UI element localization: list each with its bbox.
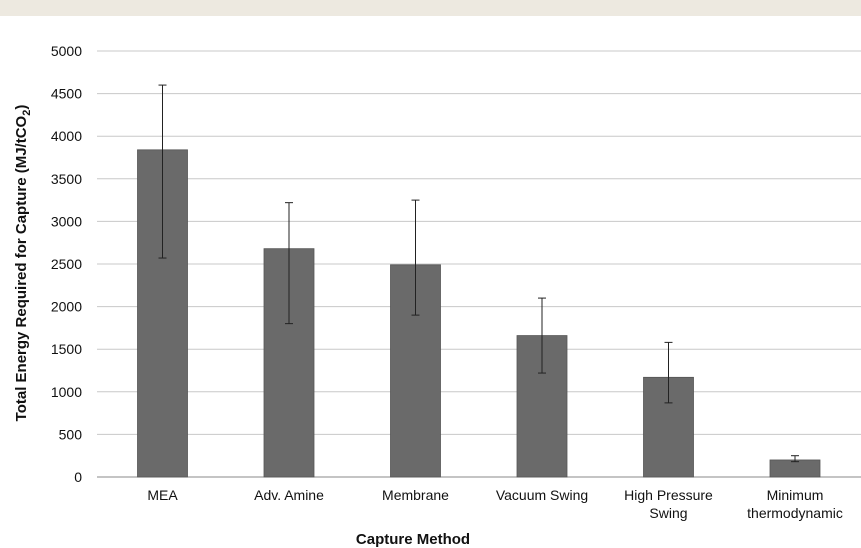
x-category-label: MEA (147, 487, 178, 503)
x-axis-labels: MEA Adv. Amine Membrane Vacuum Swing High Pr… (147, 487, 843, 521)
y-tick-label: 5000 (51, 43, 82, 59)
y-axis-title-main: Total Energy Required for Capture (MJ/tC… (13, 115, 30, 421)
x-category-label: Vacuum Swing (496, 487, 588, 503)
x-category-label: thermodynamic (747, 505, 843, 521)
y-tick-label: 500 (59, 426, 83, 442)
y-tick-label: 0 (74, 469, 82, 485)
error-bars (158, 84, 799, 463)
y-tick-label: 3500 (51, 171, 82, 187)
y-axis-title: Total Energy Required for Capture (MJ/tC… (13, 105, 33, 422)
y-tick-label: 3000 (51, 213, 82, 229)
x-category-label: Adv. Amine (254, 487, 324, 503)
bars (137, 149, 821, 478)
gridlines (97, 50, 861, 478)
x-category-label: High Pressure (624, 487, 713, 503)
top-rule (0, 0, 861, 16)
y-tick-label: 2500 (51, 256, 82, 272)
y-axis-ticks: 0 500 1000 1500 2000 2500 3000 3500 4000 4500 5000 (51, 43, 82, 485)
bar (769, 459, 821, 478)
y-axis-title-subscript: 2 (21, 110, 33, 116)
y-tick-label: 4500 (51, 86, 82, 102)
x-category-label: Minimum (767, 487, 824, 503)
x-category-label: Membrane (382, 487, 449, 503)
x-category-label: Swing (649, 505, 687, 521)
y-tick-label: 4000 (51, 128, 82, 144)
y-tick-label: 1500 (51, 341, 82, 357)
y-axis-title-suffix: ) (13, 105, 30, 110)
y-tick-label: 2000 (51, 299, 82, 315)
x-axis-title: Capture Method (356, 531, 470, 548)
y-tick-label: 1000 (51, 384, 82, 400)
